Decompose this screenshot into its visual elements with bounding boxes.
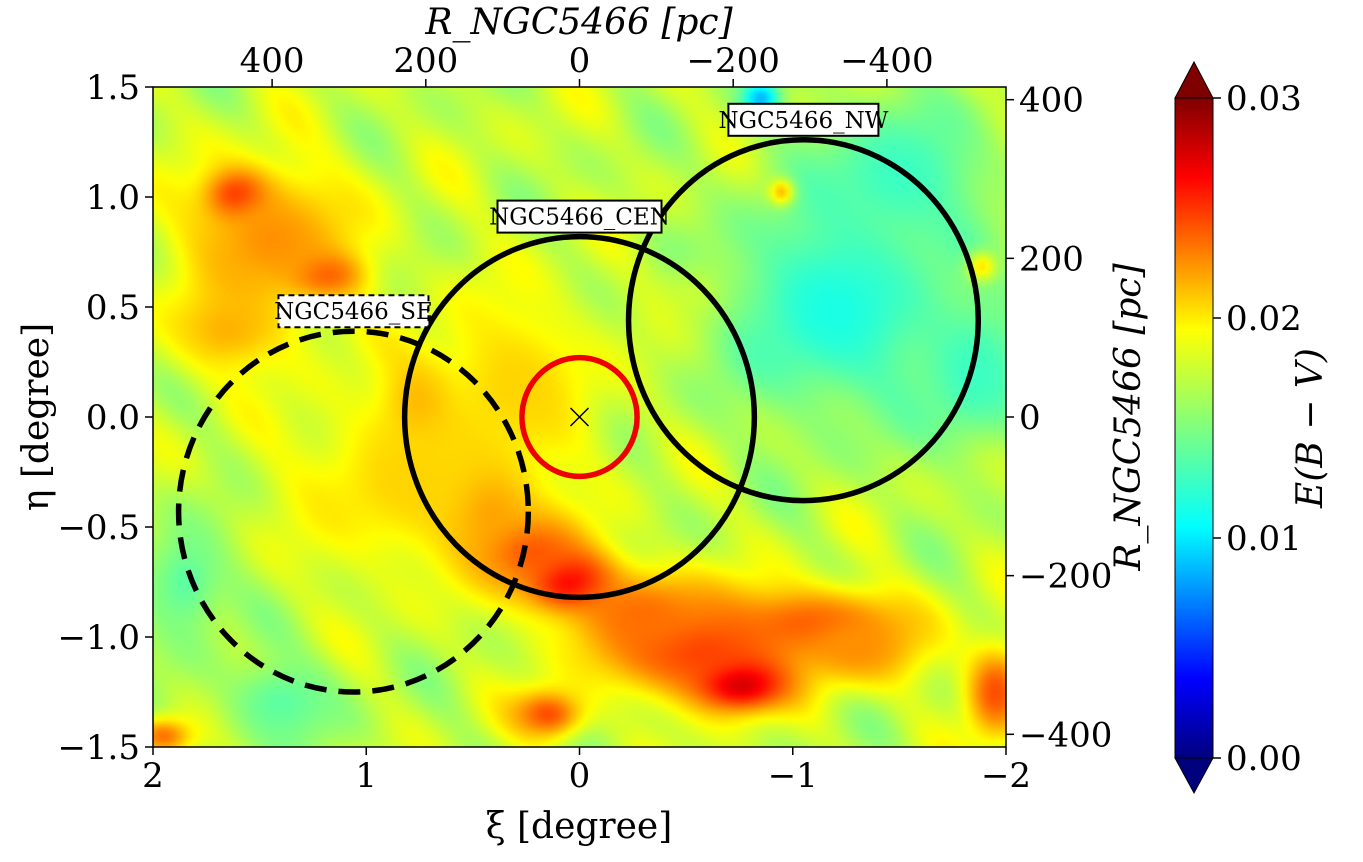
y-axis-label: η [degree] [16, 323, 57, 511]
region-label-box-ngc5466-nw [727, 102, 880, 137]
colorbar-extend-max [1174, 60, 1214, 99]
y-tick-label: 0.0 [86, 398, 140, 438]
colorbar: 0.00 0.01 0.02 0.03 E(B − V) [1174, 60, 1331, 795]
region-labels: NGC5466_CEN NGC5466_NW NGC5466_SE [274, 102, 889, 329]
colorbar-ticks: 0.00 0.01 0.02 0.03 [1213, 79, 1302, 779]
y-tick-label: −0.5 [57, 508, 140, 548]
colorbar-tick-label: 0.03 [1226, 79, 1302, 119]
colorbar-tick-label: 0.02 [1226, 299, 1302, 339]
y-tick-label: 0.5 [86, 288, 140, 328]
y-tick-label: 1.0 [86, 178, 140, 218]
cluster-center-marker [569, 407, 590, 427]
right-tick-label: 0 [1019, 398, 1041, 438]
x-tick-label: 1 [355, 756, 377, 796]
regions [175, 137, 982, 695]
x-tick-label: −2 [981, 756, 1031, 796]
colorbar-body [1174, 97, 1214, 759]
colorbar-tick-label: 0.01 [1226, 519, 1302, 559]
right-axis: 400 200 0 −200 −400 [1006, 81, 1112, 755]
region-label-ngc5466-cen: NGC5466_CEN [489, 205, 670, 231]
region-circle-ngc5466-nw [625, 137, 982, 504]
top-tick-label: 400 [240, 41, 305, 81]
region-label-box-ngc5466-cen [496, 199, 663, 234]
right-tick-label: 400 [1019, 81, 1084, 121]
colorbar-label: E(B − V) [1290, 348, 1331, 509]
top-tick-label: −200 [686, 41, 779, 81]
region-circle-ngc5466-se [175, 328, 532, 695]
x-tick-label: −1 [768, 756, 818, 796]
region-circle-ngc5466-cen [401, 233, 758, 601]
colorbar-tick-label: 0.00 [1226, 739, 1302, 779]
x-tick-label: 0 [569, 756, 591, 796]
region-label-box-ngc5466-se [277, 294, 430, 329]
colorbar-extend-min [1174, 757, 1214, 795]
right-tick-label: 200 [1019, 239, 1084, 279]
right-tick-label: −200 [1019, 557, 1112, 597]
top-tick-label: −400 [840, 41, 933, 81]
right-axis-label: R_NGC5466 [pc] [1108, 262, 1149, 571]
y-tick-label: 1.5 [86, 68, 140, 108]
bottom-axis: 2 1 0 −1 −2 [142, 747, 1031, 796]
x-axis-label: ξ [degree] [486, 806, 673, 847]
y-tick-label: −1.0 [57, 618, 140, 658]
left-axis: −1.5 −1.0 −0.5 0.0 0.5 1.0 1.5 [57, 68, 153, 768]
region-label-ngc5466-se: NGC5466_SE [274, 299, 433, 325]
y-tick-label: −1.5 [57, 728, 140, 768]
top-axis: 400 200 0 −200 −400 [240, 41, 934, 87]
region-label-ngc5466-nw: NGC5466_NW [718, 108, 888, 134]
x-tick-label: 2 [142, 756, 164, 796]
top-tick-label: 200 [393, 41, 458, 81]
top-tick-label: 0 [569, 41, 591, 81]
top-axis-label: R_NGC5466 [pc] [424, 2, 733, 43]
right-tick-label: −400 [1019, 715, 1112, 755]
region-circle-tidal-radius [519, 354, 640, 480]
